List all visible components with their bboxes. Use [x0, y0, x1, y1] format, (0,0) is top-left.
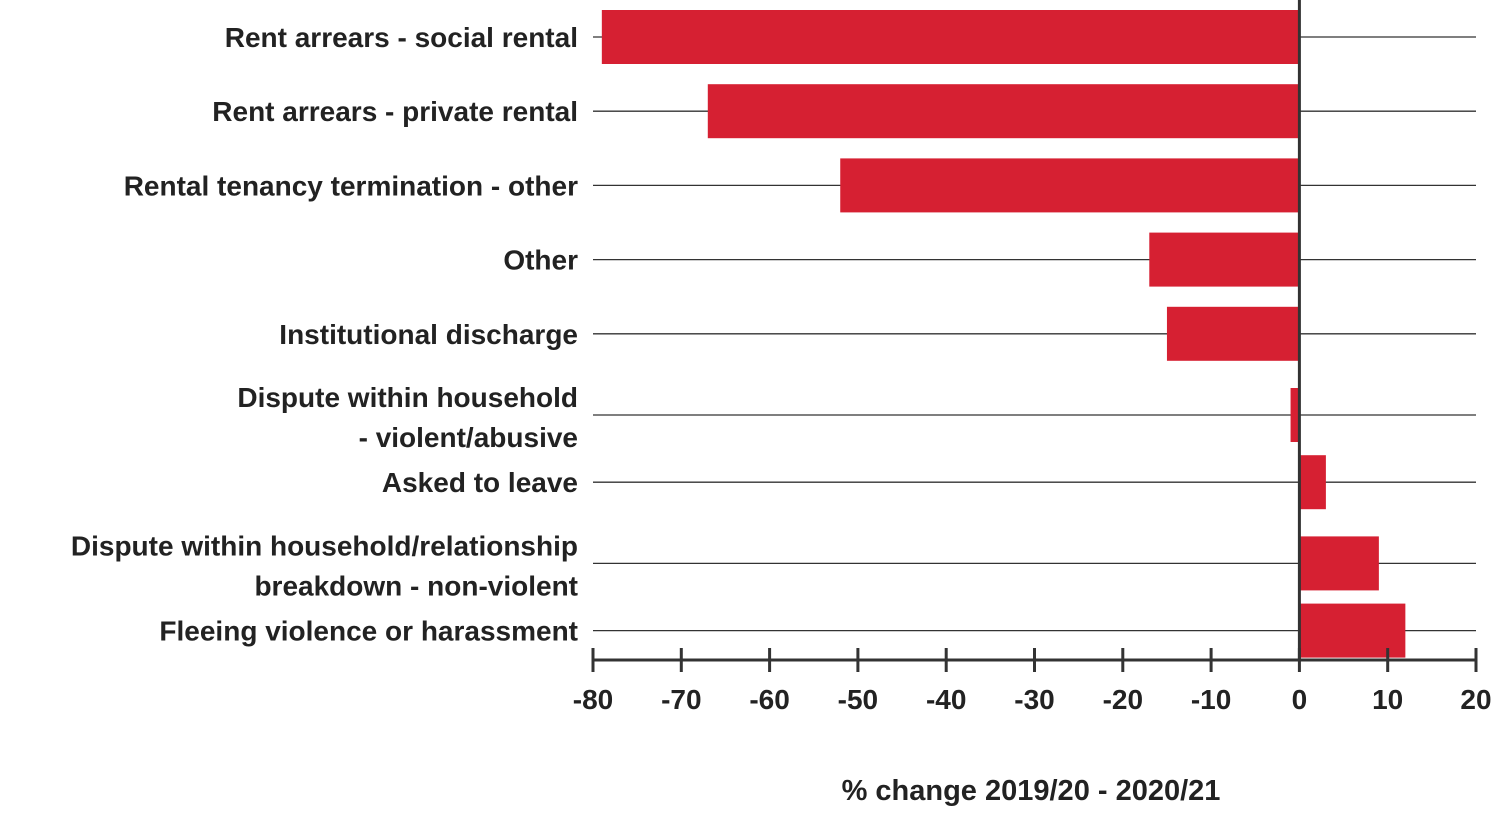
- category-label: Rent arrears - social rental: [225, 22, 578, 53]
- x-tick-label: -80: [573, 684, 613, 715]
- category-label: Dispute within household/relationship: [71, 530, 578, 561]
- category-label: - violent/abusive: [359, 422, 578, 453]
- category-label: Dispute within household: [237, 382, 578, 413]
- bar: [1149, 232, 1300, 287]
- bar: [1290, 388, 1300, 442]
- x-tick-label: -70: [661, 684, 701, 715]
- category-label: Asked to leave: [382, 467, 578, 498]
- x-tick-label: -30: [1014, 684, 1054, 715]
- bar: [1299, 603, 1406, 658]
- bar: [840, 158, 1300, 213]
- bar: [1166, 306, 1300, 361]
- x-tick-label: -20: [1103, 684, 1143, 715]
- x-tick-label: -60: [749, 684, 789, 715]
- category-label: breakdown - non-violent: [254, 570, 578, 601]
- category-label: Fleeing violence or harassment: [159, 616, 578, 647]
- x-tick-label: -50: [838, 684, 878, 715]
- x-axis-title: % change 2019/20 - 2020/21: [842, 775, 1221, 807]
- x-tick-label: 10: [1372, 684, 1403, 715]
- x-tick-label: 20: [1460, 684, 1491, 715]
- x-tick-label: -40: [926, 684, 966, 715]
- bar: [601, 10, 1300, 64]
- bar: [1299, 536, 1379, 591]
- bar: [1299, 455, 1326, 510]
- x-tick-label: -10: [1191, 684, 1231, 715]
- category-label: Institutional discharge: [279, 319, 578, 350]
- category-label: Rental tenancy termination - other: [124, 170, 578, 201]
- bar: [707, 84, 1300, 139]
- category-label: Rent arrears - private rental: [212, 96, 578, 127]
- category-label: Other: [503, 245, 578, 276]
- x-tick-label: 0: [1292, 684, 1308, 715]
